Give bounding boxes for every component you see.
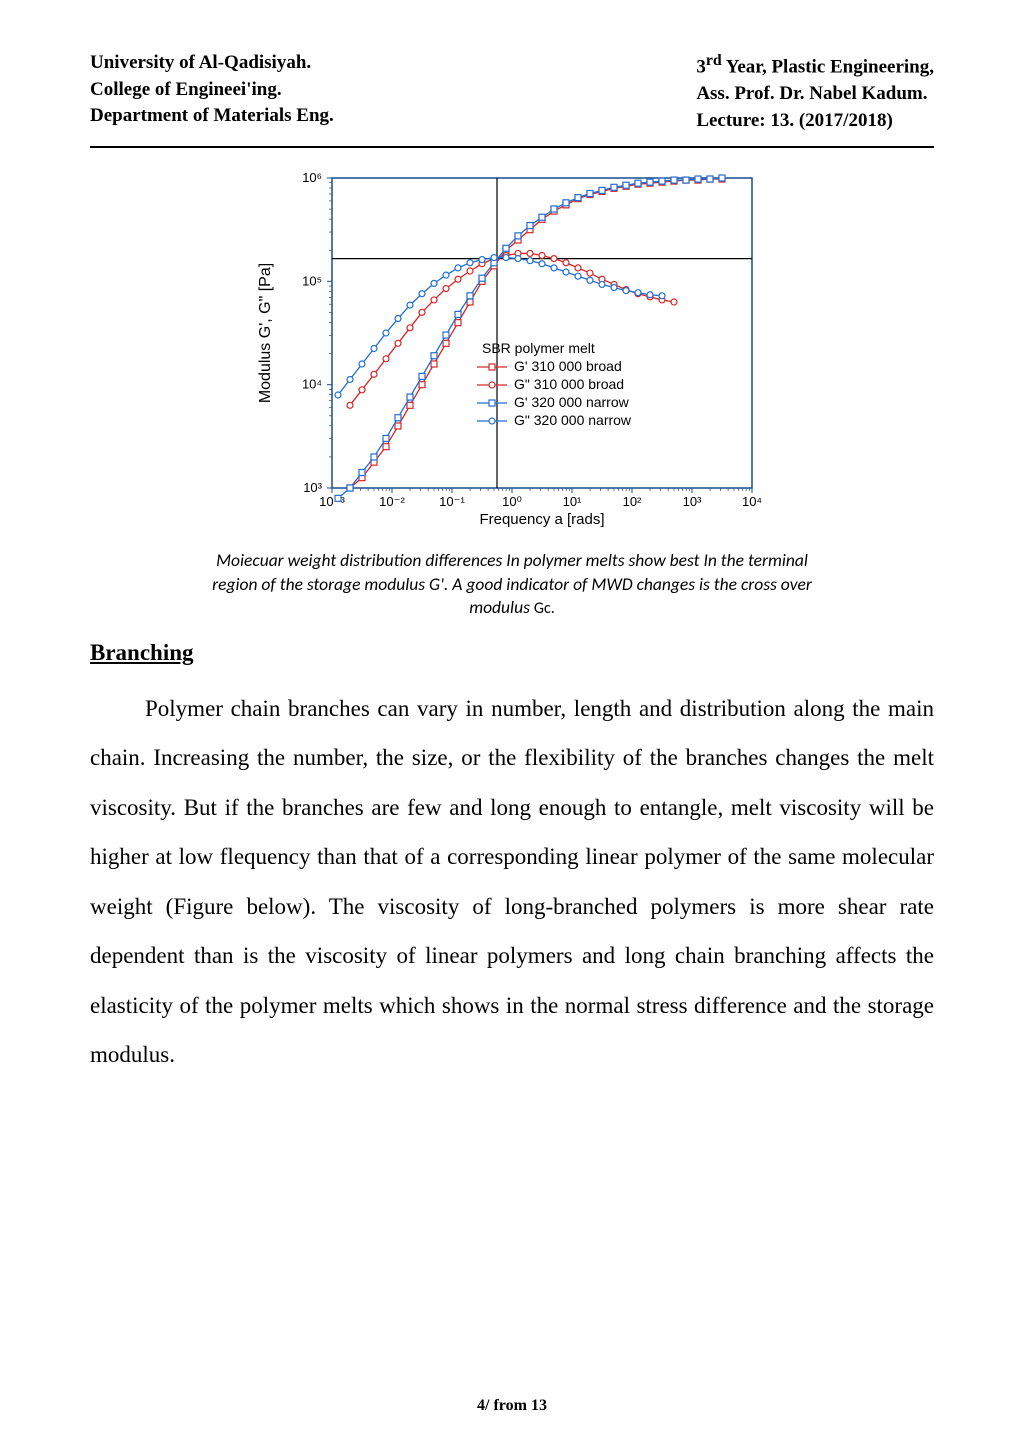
section-body: Polymer chain branches can vary in numbe… [90,684,934,1080]
header-right: 3rd Year, Plastic Engineering, Ass. Prof… [696,50,934,134]
chart-container: 10⁻³10⁻²10⁻¹10⁰10¹10²10³10⁴10³10⁴10⁵10⁶F… [90,158,934,543]
svg-text:10⁶: 10⁶ [302,170,322,185]
header-university: University of Al-Qadisiyah. [90,50,334,77]
svg-text:10⁴: 10⁴ [742,494,762,509]
svg-text:10⁰: 10⁰ [502,494,522,509]
header-left: University of Al-Qadisiyah. College of E… [90,50,334,134]
svg-text:10³: 10³ [683,494,702,509]
svg-text:SBR polymer melt: SBR polymer melt [482,340,595,356]
modulus-frequency-chart: 10⁻³10⁻²10⁻¹10⁰10¹10²10³10⁴10³10⁴10⁵10⁶F… [242,158,782,538]
svg-text:10⁴: 10⁴ [302,377,322,392]
figure-caption: Moiecuar weight distribution differences… [110,549,914,620]
svg-text:G" 310 000 broad: G" 310 000 broad [514,376,624,392]
section-heading: Branching [90,640,934,666]
svg-text:10¹: 10¹ [563,494,582,509]
svg-text:10⁵: 10⁵ [302,273,322,288]
svg-text:10⁻²: 10⁻² [379,494,405,509]
header-divider [90,146,934,148]
header-college: College of Engineei'ing. [90,77,334,104]
svg-text:Modulus G', G" [Pa]: Modulus G', G" [Pa] [257,263,274,403]
svg-text:Frequency a [rads]: Frequency a [rads] [479,511,604,528]
header-year: 3rd Year, Plastic Engineering, [696,50,934,81]
svg-text:10⁻¹: 10⁻¹ [439,494,465,509]
header-professor: Ass. Prof. Dr. Nabel Kadum. [696,81,934,108]
svg-text:G' 310 000 broad: G' 310 000 broad [514,358,622,374]
svg-text:G' 320 000 narrow: G' 320 000 narrow [514,394,630,410]
svg-text:10³: 10³ [303,480,322,495]
page-footer: 4/ from 13 [0,1397,1024,1415]
page-header: University of Al-Qadisiyah. College of E… [90,50,934,134]
header-department: Department of Materials Eng. [90,103,334,130]
header-lecture: Lecture: 13. (2017/2018) [696,108,934,135]
svg-text:G" 320 000 narrow: G" 320 000 narrow [514,412,632,428]
svg-text:10²: 10² [623,494,642,509]
